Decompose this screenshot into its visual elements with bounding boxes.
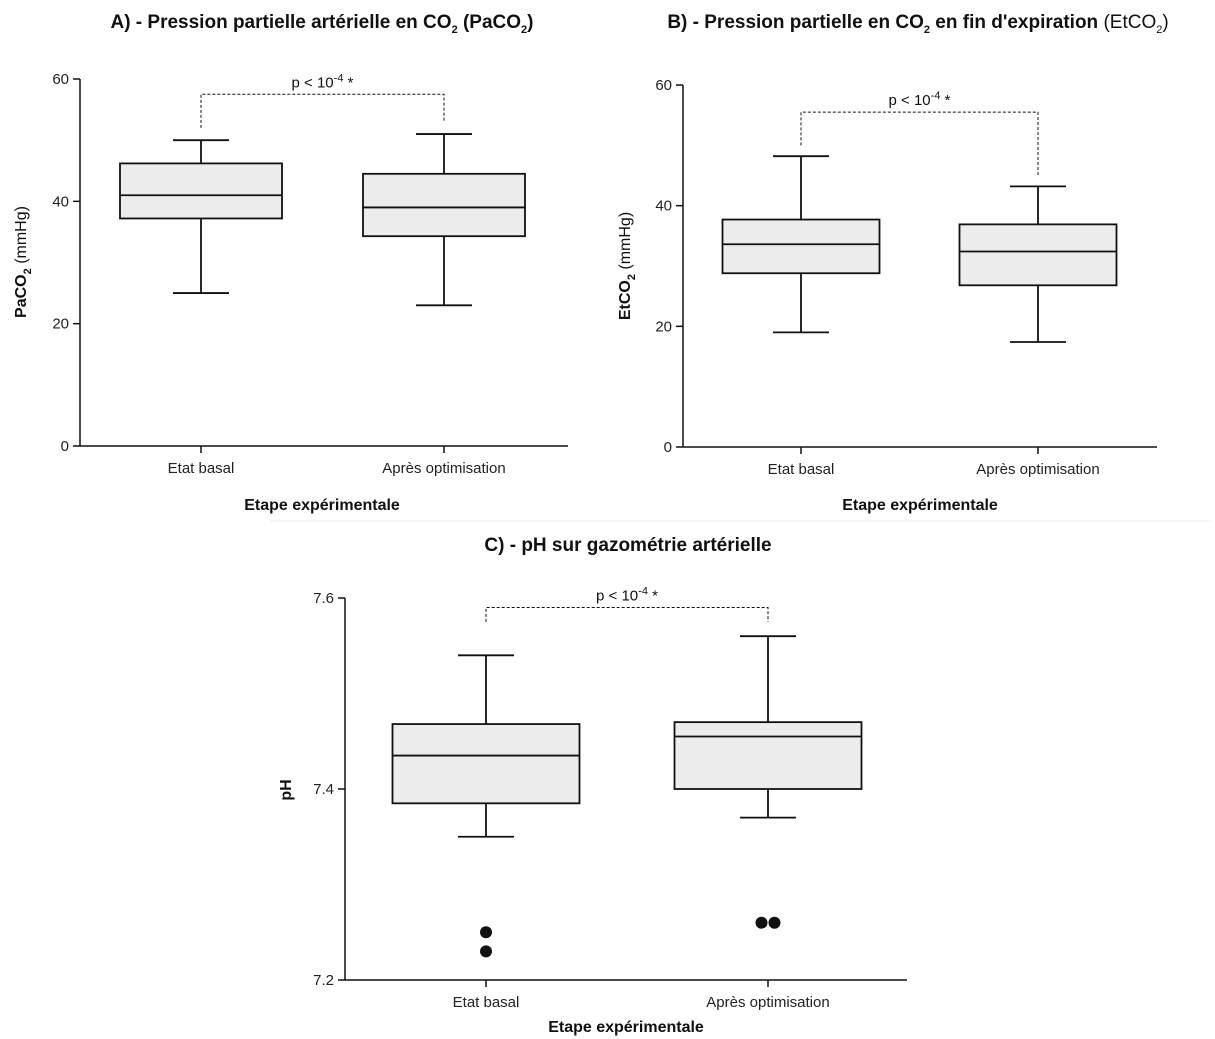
panel-c-title: C) - pH sur gazométrie artérielle <box>484 535 771 556</box>
y-tick-label: 7.4 <box>313 781 334 798</box>
significance-bracket <box>485 607 769 622</box>
outlier-point <box>480 945 492 958</box>
significance-bracket <box>200 93 445 128</box>
box-iqr <box>119 162 283 220</box>
y-tick-label: 20 <box>52 316 69 333</box>
outlier-point <box>755 916 768 929</box>
panel-c-ylabel: pH <box>278 779 295 800</box>
x-tick-label: Après optimisation <box>976 461 1099 478</box>
significance-label: p < 10-4 * <box>596 586 658 605</box>
y-tick-label: 60 <box>655 77 672 94</box>
y-tick-label: 40 <box>52 193 69 210</box>
y-tick-label: 40 <box>655 198 672 215</box>
box-iqr <box>958 223 1118 287</box>
y-tick-label: 7.2 <box>313 972 334 989</box>
y-tick-label: 0 <box>664 439 672 456</box>
outlier-point <box>480 926 492 939</box>
y-tick-label: 7.6 <box>313 590 334 607</box>
panel-b-title: B) - Pression partielle en CO2 en fin d'… <box>667 12 1168 36</box>
y-tick-label: 20 <box>655 318 672 335</box>
panel-c-xlabel: Etape expérimentale <box>548 1019 704 1036</box>
y-tick-label: 0 <box>61 438 69 455</box>
panel-a-plot: 0 20 40 60 Etat basal Après optimisation p < 1… <box>52 71 568 477</box>
panel-b-xlabel: Etape expérimentale <box>842 497 998 514</box>
box-iqr <box>721 218 881 275</box>
panel-b-plot: 0 20 40 60 Etat basal Après optimisation p < 1… <box>655 77 1157 478</box>
x-tick-label: Etat basal <box>768 461 835 478</box>
box-iqr <box>673 721 863 790</box>
significance-label: p < 10-4 * <box>292 72 354 91</box>
x-tick-label: Après optimisation <box>706 994 829 1011</box>
panel-b-ylabel: EtCO2 (mmHg) <box>617 212 638 320</box>
box-iqr <box>391 723 581 805</box>
x-tick-label: Après optimisation <box>382 460 505 477</box>
box-iqr <box>362 172 526 238</box>
significance-bracket <box>800 111 1039 176</box>
panel-a-xlabel: Etape expérimentale <box>244 497 400 514</box>
panel-c-plot: 7.2 7.4 7.6 Etat basal Après optimisation p <… <box>313 586 907 1011</box>
outlier-point <box>768 916 781 929</box>
significance-label: p < 10-4 * <box>889 90 951 109</box>
plots-layer: 0 20 40 60 Etat basal Après optimisation p < 1… <box>52 71 1157 1011</box>
panel-a-title: A) - Pression partielle artérielle en CO… <box>110 12 533 36</box>
x-tick-label: Etat basal <box>168 460 235 477</box>
x-tick-label: Etat basal <box>453 994 520 1011</box>
panel-a-ylabel: PaCO2 (mmHg) <box>13 206 34 318</box>
y-tick-label: 60 <box>52 71 69 88</box>
